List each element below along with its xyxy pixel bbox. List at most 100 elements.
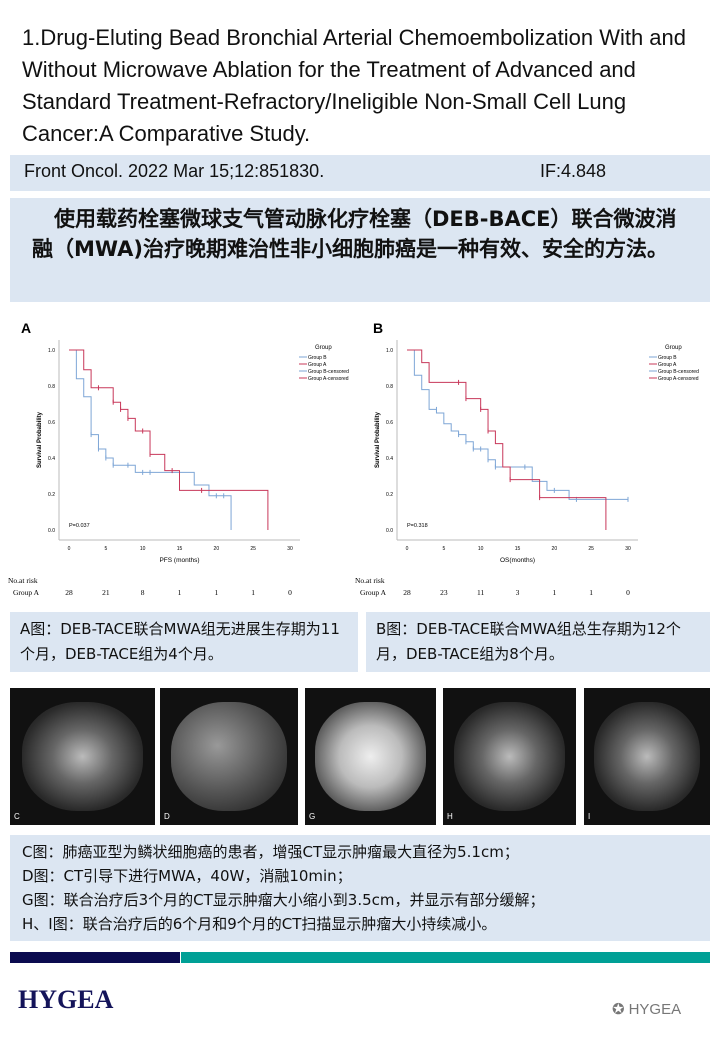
x-tick-label: 20 xyxy=(552,546,558,552)
risk-value: 49 xyxy=(65,599,73,600)
ct-image-d: D xyxy=(160,688,298,825)
y-axis-label: Survival Probability xyxy=(375,411,381,468)
risk-row-label: Group B xyxy=(13,599,39,600)
legend-entry: Group B xyxy=(658,355,677,361)
risk-value: 8 xyxy=(141,588,145,597)
x-tick-label: 10 xyxy=(478,546,484,552)
risk-value: 21 xyxy=(102,588,110,597)
y-tick-label: 0.2 xyxy=(48,492,55,498)
y-tick-label: 0.0 xyxy=(386,528,393,534)
ct-image-h: H xyxy=(443,688,576,825)
ct-image-g: G xyxy=(305,688,436,825)
x-tick-label: 10 xyxy=(140,546,146,552)
y-tick-label: 0.4 xyxy=(48,456,55,462)
y-tick-label: 1.0 xyxy=(386,348,393,354)
risk-value: 0 xyxy=(626,588,630,597)
x-tick-label: 30 xyxy=(625,546,631,552)
legend-entry: Group B-censored xyxy=(308,369,349,375)
y-tick-label: 1.0 xyxy=(48,348,55,354)
risk-value: 1 xyxy=(251,588,255,597)
km-curve-group-a xyxy=(407,349,607,530)
risk-row-label: Group A xyxy=(360,588,387,597)
risk-value: 2 xyxy=(214,599,218,600)
legend-entry: Group B-censored xyxy=(658,369,699,375)
risk-value: 1 xyxy=(178,588,182,597)
y-tick-label: 0.2 xyxy=(386,492,393,498)
ct-image-c: C xyxy=(10,688,155,825)
y-tick-label: 0.4 xyxy=(386,456,393,462)
risk-value: 28 xyxy=(65,588,73,597)
risk-value: 0 xyxy=(288,599,292,600)
legend-entry: Group A-censored xyxy=(308,376,349,382)
y-tick-label: 0.8 xyxy=(48,384,55,390)
risk-value: 4 xyxy=(552,599,556,600)
panel-label: A xyxy=(21,320,31,336)
x-tick-label: 5 xyxy=(442,546,445,552)
risk-value: 11 xyxy=(477,588,484,597)
risk-row-label: Group A xyxy=(13,588,40,597)
risk-value: 49 xyxy=(403,599,411,600)
y-axis-label: Survival Probability xyxy=(37,411,43,468)
x-axis-label: PFS (months) xyxy=(159,557,199,564)
divider-teal xyxy=(181,952,710,963)
risk-value: 9 xyxy=(516,599,520,600)
risk-value: 2 xyxy=(589,599,593,600)
risk-value: 5 xyxy=(178,599,182,600)
y-tick-label: 0.0 xyxy=(48,528,55,534)
km-chart-a: A 0.0 0.2 0.4 0.6 0.8 1.0 0 5 10 15 20 25 30 PFS (mont… xyxy=(5,315,360,608)
risk-table-label: No.at risk xyxy=(355,576,385,585)
risk-value: 1 xyxy=(214,588,218,597)
y-tick-label: 0.6 xyxy=(386,420,393,426)
x-tick-label: 15 xyxy=(515,546,521,552)
citation-bar: Front Oncol. 2022 Mar 15;12:851830. IF:4… xyxy=(10,155,710,191)
panel-label: B xyxy=(373,320,383,336)
legend-entry: Group A-censored xyxy=(658,376,699,382)
y-tick-label: 0.6 xyxy=(48,420,55,426)
wechat-icon: ✪ xyxy=(612,1001,625,1018)
p-value: P=0.318 xyxy=(407,523,428,529)
risk-value: 1 xyxy=(589,588,593,597)
x-tick-label: 5 xyxy=(104,546,107,552)
ct-caption-hi: H、I图：联合治疗后的6个月和9个月的CT扫描显示肿瘤大小持续减小。 xyxy=(22,915,497,933)
risk-value: 6 xyxy=(141,599,145,600)
x-tick-label: 25 xyxy=(588,546,594,552)
legend-entry: Group B xyxy=(308,355,327,361)
legend-entry: Group A xyxy=(308,362,327,368)
x-tick-label: 20 xyxy=(214,546,220,552)
article-title: 1.Drug-Eluting Bead Bronchial Arterial C… xyxy=(22,25,687,146)
ct-caption-g: G图：联合治疗后3个月的CT显示肿瘤大小缩小到3.5cm，并显示有部分缓解； xyxy=(22,891,545,909)
risk-value: 11 xyxy=(102,599,109,600)
x-tick-label: 15 xyxy=(177,546,183,552)
hygea-logo: HYGEA xyxy=(18,985,114,1014)
km-chart-b: B 0.0 0.2 0.4 0.6 0.8 1.0 0 5 10 15 20 25 30 OS(months… xyxy=(355,315,710,608)
risk-value: 0 xyxy=(288,588,292,597)
ct-caption-d: D图：CT引导下进行MWA，40W，消融10min； xyxy=(22,867,352,885)
risk-row-label: Group B xyxy=(360,599,386,600)
risk-value: 23 xyxy=(440,588,448,597)
wechat-watermark: ✪ HYGEA xyxy=(612,1000,682,1019)
conclusion-box: 使用载药栓塞微球支气管动脉化疗栓塞（DEB-BACE）联合微波消融（MWA)治疗… xyxy=(10,198,710,302)
p-value: P=0.037 xyxy=(69,523,90,529)
risk-value: 0 xyxy=(251,599,255,600)
caption-b: B图：DEB-TACE联合MWA组总生存期为12个月，DEB-TACE组为8个月… xyxy=(366,612,710,672)
divider-navy xyxy=(10,952,180,963)
impact-factor: IF:4.848 xyxy=(539,161,606,181)
risk-value: 29 xyxy=(440,599,448,600)
ct-caption-c: C图：肺癌亚型为鳞状细胞癌的患者，增强CT显示肿瘤最大直径为5.1cm； xyxy=(22,843,519,861)
y-tick-label: 0.8 xyxy=(386,384,393,390)
risk-table-label: No.at risk xyxy=(8,576,38,585)
x-tick-label: 0 xyxy=(68,546,71,552)
risk-value: 28 xyxy=(403,588,411,597)
risk-value: 1 xyxy=(552,588,556,597)
risk-value: 16 xyxy=(477,599,485,600)
legend-entry: Group A xyxy=(658,362,677,368)
caption-a: A图：DEB-TACE联合MWA组无进展生存期为11个月，DEB-TACE组为4… xyxy=(10,612,358,672)
x-tick-label: 30 xyxy=(287,546,293,552)
legend-title: Group xyxy=(315,345,332,351)
risk-value: 0 xyxy=(626,599,630,600)
x-tick-label: 25 xyxy=(250,546,256,552)
km-curve-group-b xyxy=(407,349,628,500)
x-axis-label: OS(months) xyxy=(500,557,535,564)
risk-value: 3 xyxy=(516,588,520,597)
x-tick-label: 0 xyxy=(406,546,409,552)
